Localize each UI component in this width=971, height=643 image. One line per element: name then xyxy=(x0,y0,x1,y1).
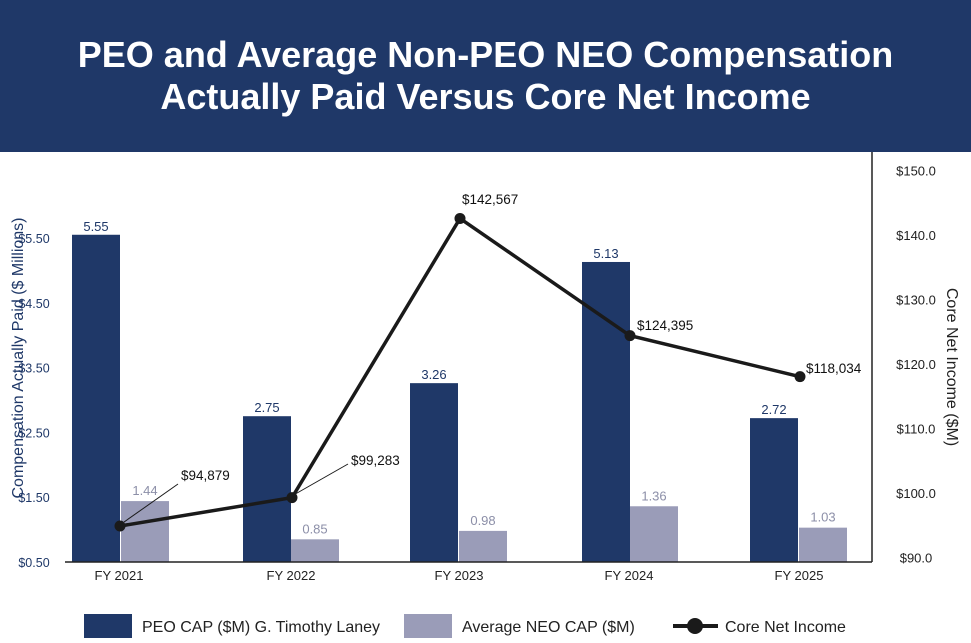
core-net-income-point xyxy=(794,371,806,383)
core-net-income-label: $124,395 xyxy=(637,318,693,333)
core-net-income-point xyxy=(114,520,126,532)
title-banner: PEO and Average Non-PEO NEO Compensation… xyxy=(0,0,971,152)
x-axis-category-label: FY 2021 xyxy=(95,568,144,583)
right-axis-tick-label: $110.0 xyxy=(897,422,936,437)
leader-line xyxy=(123,483,179,523)
peo-bar xyxy=(410,383,458,562)
legend-label-peo: PEO CAP ($M) G. Timothy Laney xyxy=(142,619,380,636)
core-net-income-point xyxy=(286,492,298,504)
right-axis-tick-label: $150.0 xyxy=(896,164,936,179)
left-axis-tick-label: $3.50 xyxy=(18,362,49,376)
neo-bar-label: 1.03 xyxy=(810,510,835,525)
leader-line xyxy=(295,463,349,495)
peo-bar-label: 2.75 xyxy=(254,400,279,415)
peo-bar xyxy=(750,418,798,562)
left-axis-tick-label: $5.50 xyxy=(18,232,49,246)
core-net-income-label: $94,879 xyxy=(181,468,230,483)
core-net-income-point xyxy=(624,330,636,342)
peo-bar-label: 2.72 xyxy=(761,402,786,417)
neo-bar xyxy=(799,527,847,562)
left-axis-tick-label: $1.50 xyxy=(18,491,49,505)
right-axis-tick-label: $130.0 xyxy=(896,293,936,308)
neo-bar xyxy=(630,506,678,562)
legend-swatch-marker xyxy=(687,618,703,634)
peo-bar-label: 3.26 xyxy=(421,367,446,382)
legend-label-neo: Average NEO CAP ($M) xyxy=(462,619,635,636)
neo-bar xyxy=(121,501,169,562)
core-net-income-label: $118,034 xyxy=(806,361,862,376)
peo-bar xyxy=(582,261,630,562)
neo-bar xyxy=(291,539,339,562)
left-axis-tick-label: $2.50 xyxy=(18,426,49,440)
right-axis-title: Core Net Income ($M) xyxy=(943,288,960,446)
core-net-income-label: $99,283 xyxy=(351,453,400,468)
x-axis-category-label: FY 2025 xyxy=(775,568,824,583)
peo-bar xyxy=(72,234,120,562)
legend-swatch-neo xyxy=(404,614,452,638)
legend-swatch-peo xyxy=(84,614,132,638)
bar-layer: 5.55 2.75 3.26 5.13 2.72 1.44 0.85 0.98 1.36 1.03 xyxy=(72,219,847,562)
right-axis-tick-label: $100.0 xyxy=(896,486,936,501)
legend-label-line: Core Net Income xyxy=(725,619,846,636)
chart-title: PEO and Average Non-PEO NEO Compensation… xyxy=(77,34,894,117)
neo-bar-label: 1.44 xyxy=(132,483,157,498)
left-axis-tick-label: $0.50 xyxy=(18,556,49,570)
peo-bar xyxy=(243,416,291,562)
chart-area: 5.55 2.75 3.26 5.13 2.72 1.44 0.85 0.98 1.36 1.03… xyxy=(10,152,960,638)
right-axis-tick-label: $90.0 xyxy=(900,551,933,566)
neo-bar xyxy=(459,530,507,562)
neo-bar-label: 0.98 xyxy=(470,513,495,528)
right-axis-tick-label: $140.0 xyxy=(896,228,936,243)
line-layer: $94,879 $99,283 $142,567 $124,395 $118,034 xyxy=(114,192,862,532)
x-axis-category-label: FY 2023 xyxy=(435,568,484,583)
right-axis-tick-label: $120.0 xyxy=(896,357,936,372)
neo-bar-label: 1.36 xyxy=(641,488,666,503)
legend: PEO CAP ($M) G. Timothy Laney Average NEO… xyxy=(84,614,846,638)
x-axis-category-label: FY 2022 xyxy=(267,568,316,583)
neo-bar-label: 0.85 xyxy=(302,521,327,536)
peo-bar-label: 5.13 xyxy=(593,246,618,261)
x-axis-category-label: FY 2024 xyxy=(605,568,654,583)
core-net-income-label: $142,567 xyxy=(462,192,518,207)
axes-layer: $0.50 $1.50 $2.50 $3.50 $4.50 $5.50 $90.0 $100.… xyxy=(10,152,960,583)
left-axis-tick-label: $4.50 xyxy=(18,297,49,311)
core-net-income-point xyxy=(454,212,466,224)
left-axis-title: Compensation Actually Paid ($ Millions) xyxy=(10,217,27,498)
peo-bar-label: 5.55 xyxy=(83,219,108,234)
